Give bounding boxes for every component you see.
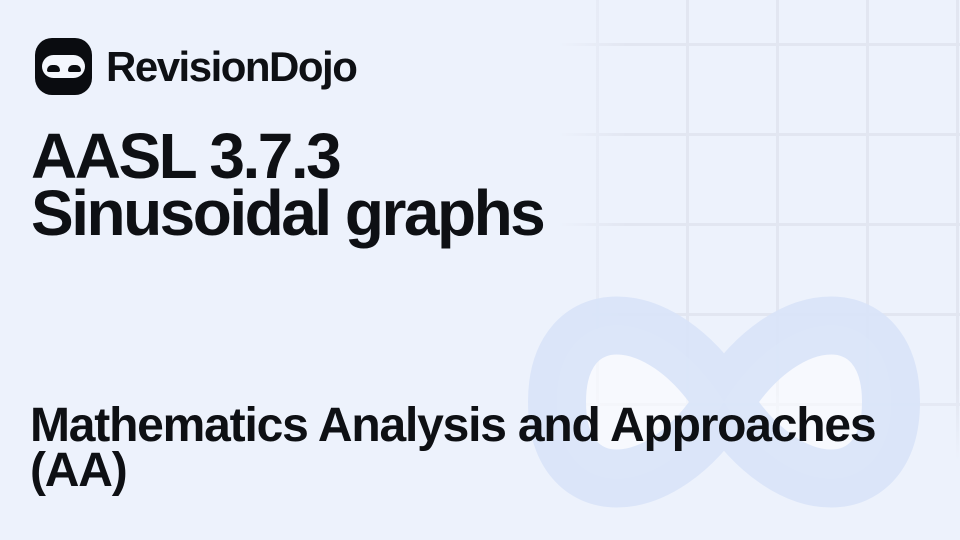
course-subtitle: Mathematics Analysis and Approaches (AA) bbox=[30, 399, 877, 497]
ninja-face-icon bbox=[42, 55, 85, 78]
ninja-right-eye-icon bbox=[67, 65, 81, 72]
page-title: AASL 3.7.3 Sinusoidal graphs bbox=[31, 120, 546, 249]
brand-name: RevisionDojo bbox=[106, 42, 358, 90]
title-line-2: Sinusoidal graphs bbox=[31, 177, 546, 249]
title-line-1: AASL 3.7.3 bbox=[31, 120, 342, 192]
infinity-watermark-icon bbox=[528, 296, 920, 508]
brand-header: RevisionDojo bbox=[35, 38, 358, 95]
subtitle-line-2: (AA) bbox=[30, 444, 128, 497]
revisiondojo-logo-icon bbox=[35, 38, 92, 95]
ninja-left-eye-icon bbox=[46, 65, 60, 72]
subtitle-line-1: Mathematics Analysis and Approaches bbox=[30, 399, 877, 452]
